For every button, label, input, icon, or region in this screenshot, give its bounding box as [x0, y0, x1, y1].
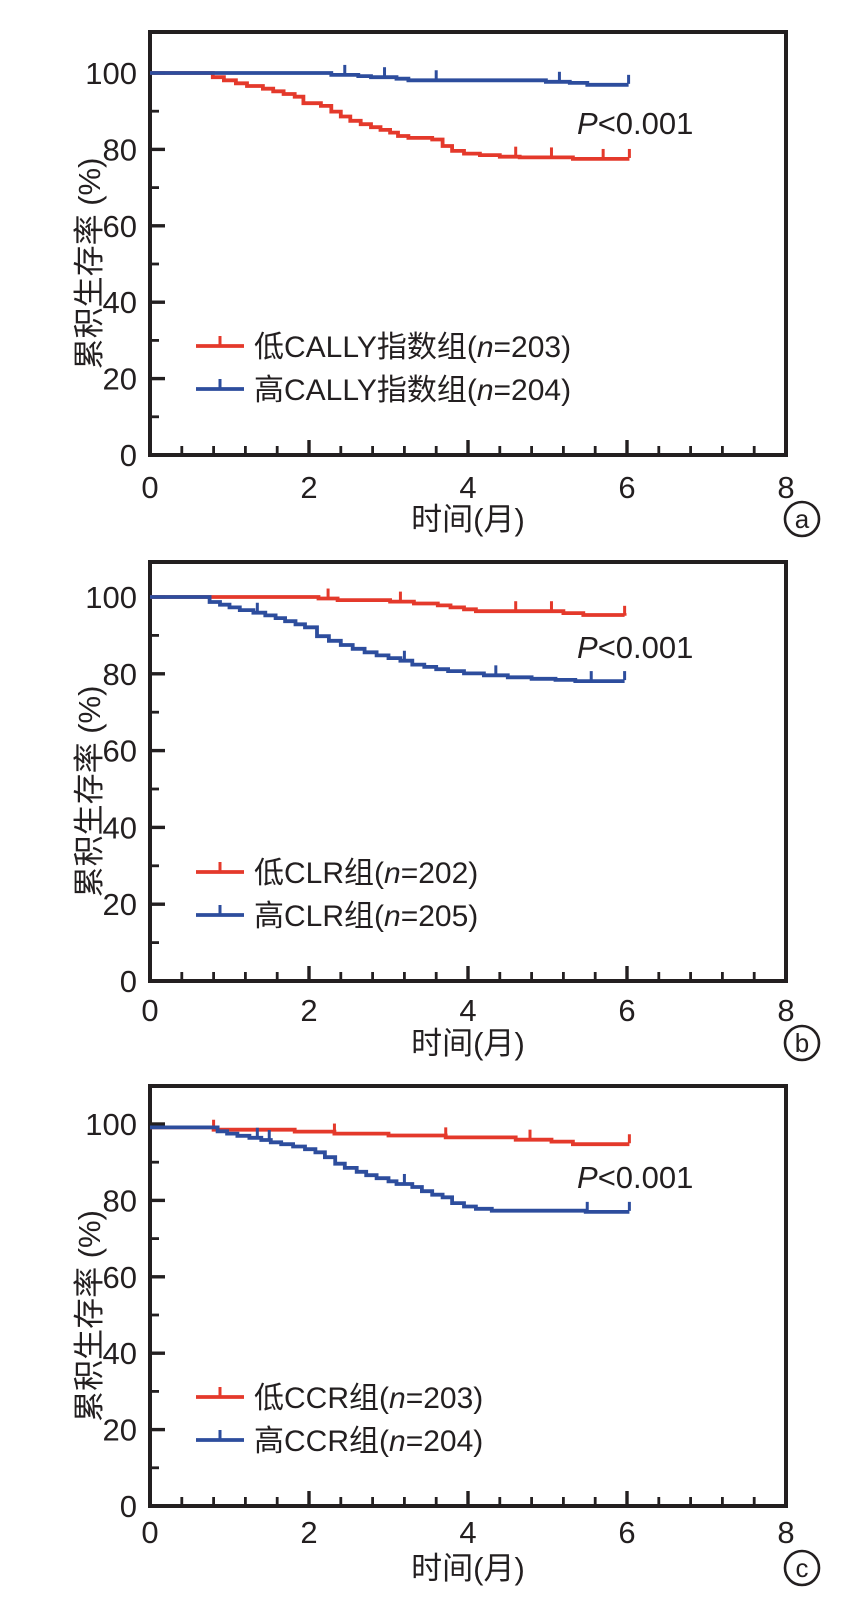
legend-label: 低CLR组(n=202): [254, 857, 478, 890]
y-tick-label: 40: [103, 1336, 137, 1371]
y-axis-title: 累积生存率 (%): [72, 1210, 107, 1422]
y-tick-label: 40: [103, 285, 137, 320]
x-tick-label: 0: [141, 1515, 158, 1550]
y-tick-label: 0: [120, 438, 137, 473]
y-tick-label: 100: [85, 1107, 137, 1142]
legend-label: 低CALLY指数组(n=203): [254, 331, 571, 364]
x-tick-label: 8: [777, 470, 794, 505]
y-tick-label: 20: [103, 1413, 137, 1448]
panel-label-circle: [783, 1549, 821, 1587]
y-tick-label: 40: [103, 810, 137, 845]
x-tick-label: 4: [459, 993, 476, 1028]
x-tick-label: 2: [300, 993, 317, 1028]
y-axis-title: 累积生存率 (%): [72, 158, 107, 370]
y-tick-label: 60: [103, 209, 137, 244]
plot-frame: [148, 1084, 788, 1508]
y-tick-label: 0: [120, 964, 137, 999]
y-tick-label: 60: [103, 734, 137, 769]
legend-label: 高CALLY指数组(n=204): [254, 374, 571, 407]
y-tick-label: 80: [103, 132, 137, 167]
y-tick-label: 80: [103, 657, 137, 692]
survival-curve-red: [150, 71, 630, 161]
x-tick-label: 8: [777, 1515, 794, 1550]
x-tick-label: 0: [141, 993, 158, 1028]
y-tick-label: 80: [103, 1183, 137, 1218]
x-tick-label: 8: [777, 993, 794, 1028]
p-value-annotation: P<0.001: [577, 106, 693, 141]
panel-label: a: [795, 504, 810, 534]
y-tick-label: 0: [120, 1489, 137, 1524]
x-tick-label: 6: [618, 993, 635, 1028]
legend-label: 高CLR组(n=205): [254, 900, 478, 933]
survival-curve-red: [150, 595, 627, 617]
y-axis-title: 累积生存率 (%): [72, 686, 107, 898]
p-value-annotation: P<0.001: [577, 630, 693, 665]
x-tick-label: 2: [300, 470, 317, 505]
x-tick-label: 4: [459, 1515, 476, 1550]
x-axis-title: 时间(月): [411, 1026, 525, 1061]
y-tick-label: 100: [85, 580, 137, 615]
survival-curve-blue: [150, 1125, 630, 1214]
plot-frame: [148, 30, 788, 457]
x-tick-label: 2: [300, 1515, 317, 1550]
legend-label: 高CCR组(n=204): [254, 1425, 483, 1458]
panel-label: c: [796, 1553, 809, 1583]
legend-label: 低CCR组(n=203): [254, 1382, 483, 1415]
panel-label: b: [795, 1028, 809, 1058]
y-tick-label: 100: [85, 56, 137, 91]
p-value-annotation: P<0.001: [577, 1160, 693, 1195]
panel-label-circle: [783, 1024, 821, 1062]
x-tick-label: 6: [618, 1515, 635, 1550]
x-tick-label: 0: [141, 470, 158, 505]
panel-label-circle: [783, 500, 821, 538]
y-tick-label: 20: [103, 887, 137, 922]
survival-curve-blue: [150, 71, 629, 87]
plot-frame: [148, 560, 788, 983]
survival-curve-blue: [150, 595, 625, 683]
y-tick-label: 60: [103, 1260, 137, 1295]
y-tick-label: 20: [103, 362, 137, 397]
x-axis-title: 时间(月): [411, 502, 525, 537]
x-tick-label: 6: [618, 470, 635, 505]
survival-curve-red: [150, 1125, 630, 1147]
x-axis-title: 时间(月): [411, 1551, 525, 1586]
x-tick-label: 4: [459, 470, 476, 505]
